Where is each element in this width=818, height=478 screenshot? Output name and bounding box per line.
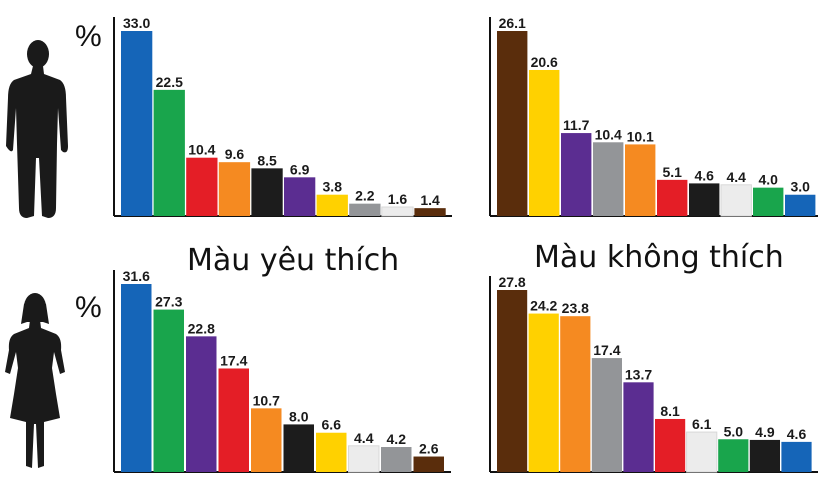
men-favorite-bar-2 — [186, 157, 218, 216]
men-favorite-bar-7 — [349, 203, 381, 216]
men-disliked-bar-6 — [689, 183, 720, 216]
women-disliked-bar-3 — [591, 358, 622, 472]
women-favorite-value-label-6: 6.6 — [322, 417, 342, 433]
unit-label-top: % — [75, 20, 102, 53]
women-disliked-bar-4 — [623, 382, 654, 472]
men-disliked-value-label-0: 26.1 — [499, 15, 526, 31]
men-disliked-value-label-3: 10.4 — [595, 126, 622, 142]
men-favorite-value-label-2: 10.4 — [188, 142, 215, 158]
women-favorite-bar-9 — [413, 456, 444, 472]
women-favorite-bar-2 — [186, 336, 217, 472]
men-favorite-value-label-4: 8.5 — [257, 152, 277, 168]
women-favorite-bar-7 — [348, 445, 380, 473]
women-disliked-bar-8 — [749, 439, 780, 472]
men-disliked-bar-2 — [561, 133, 592, 216]
men-disliked-bar-3 — [593, 142, 624, 216]
men-favorite-bar-1 — [153, 89, 185, 216]
women-disliked-value-label-6: 6.1 — [692, 416, 712, 432]
favorite-title: Màu yêu thích — [187, 243, 400, 278]
men-favorite-bar-3 — [218, 162, 251, 216]
women-favorite-value-label-7: 4.4 — [354, 430, 374, 446]
men-disliked-value-label-4: 10.1 — [627, 128, 654, 144]
men-favorite-value-label-0: 33.0 — [123, 15, 150, 31]
men-favorite-bar-5 — [284, 177, 316, 216]
women-disliked-value-label-0: 27.8 — [498, 274, 525, 290]
women-disliked-bar-1 — [528, 313, 559, 472]
men-favorite-value-label-6: 3.8 — [323, 179, 343, 195]
women-favorite-bar-4 — [251, 408, 282, 472]
men-favorite-value-label-1: 22.5 — [156, 74, 183, 90]
men-favorite-bar-8 — [381, 206, 414, 217]
men-disliked-bar-8 — [753, 187, 784, 216]
men-disliked-value-label-5: 5.1 — [662, 164, 682, 180]
women-favorite-bar-0 — [121, 284, 152, 472]
men-disliked-bar-4 — [625, 144, 656, 216]
men-disliked-value-label-7: 4.4 — [726, 169, 746, 185]
women-favorite-value-label-8: 4.2 — [387, 431, 407, 447]
women-disliked-value-label-5: 8.1 — [660, 403, 680, 419]
women-favorite-bar-3 — [218, 368, 249, 472]
women-disliked-value-label-8: 4.9 — [755, 424, 775, 440]
men-favorite-value-label-8: 1.6 — [388, 191, 408, 207]
women-favorite-bar-8 — [381, 447, 412, 472]
women-disliked-value-label-2: 23.8 — [562, 300, 589, 316]
men-disliked-value-label-8: 4.0 — [758, 172, 778, 188]
men-favorite-value-label-3: 9.6 — [225, 146, 245, 162]
man-silhouette-icon — [6, 40, 68, 218]
men-favorite-value-label-5: 6.9 — [290, 161, 310, 177]
women-favorite-bar-1 — [153, 309, 184, 472]
women-disliked-bar-0 — [497, 290, 528, 472]
women-disliked-value-label-9: 4.6 — [787, 426, 807, 442]
men-disliked-value-label-2: 11.7 — [563, 117, 590, 133]
unit-label-bottom: % — [75, 291, 102, 324]
women-favorite-bar-5 — [283, 424, 314, 472]
women-favorite-value-label-1: 27.3 — [155, 294, 182, 310]
men-favorite-bar-4 — [251, 168, 283, 216]
women-disliked-value-label-4: 13.7 — [625, 366, 652, 382]
men-disliked-bar-7 — [720, 184, 752, 217]
women-disliked-bar-5 — [655, 418, 686, 472]
women-favorite-value-label-9: 2.6 — [419, 441, 439, 457]
men-disliked-bar-0 — [497, 31, 528, 216]
women-favorite-value-label-4: 10.7 — [253, 392, 280, 408]
men-disliked-bar-9 — [785, 194, 816, 216]
woman-silhouette-icon — [5, 293, 65, 468]
men-favorite-bar-9 — [414, 208, 446, 216]
women-disliked-bar-9 — [781, 441, 812, 472]
men-disliked-bar-5 — [657, 179, 688, 216]
women-favorite-value-label-0: 31.6 — [123, 268, 150, 284]
men-favorite-value-label-7: 2.2 — [355, 188, 375, 204]
men-favorite-bar-6 — [316, 194, 348, 216]
women-disliked-bar-6 — [686, 431, 718, 473]
men-disliked-bar-1 — [529, 69, 560, 216]
women-favorite-value-label-5: 8.0 — [289, 408, 309, 424]
women-disliked-value-label-1: 24.2 — [530, 298, 557, 314]
women-favorite-bar-6 — [316, 432, 347, 472]
women-disliked-value-label-7: 5.0 — [724, 423, 744, 439]
women-disliked-value-label-3: 17.4 — [593, 342, 620, 358]
men-disliked-value-label-6: 4.6 — [694, 167, 714, 183]
women-favorite-value-label-2: 22.8 — [188, 320, 215, 336]
men-disliked-value-label-1: 20.6 — [531, 54, 558, 70]
women-disliked-bar-7 — [718, 439, 749, 472]
men-favorite-bar-0 — [121, 31, 153, 216]
men-favorite-value-label-9: 1.4 — [420, 192, 440, 208]
women-disliked-bar-2 — [560, 316, 591, 472]
disliked-title: Màu không thích — [534, 240, 784, 275]
women-favorite-value-label-3: 17.4 — [220, 352, 247, 368]
men-disliked-value-label-9: 3.0 — [790, 179, 810, 195]
